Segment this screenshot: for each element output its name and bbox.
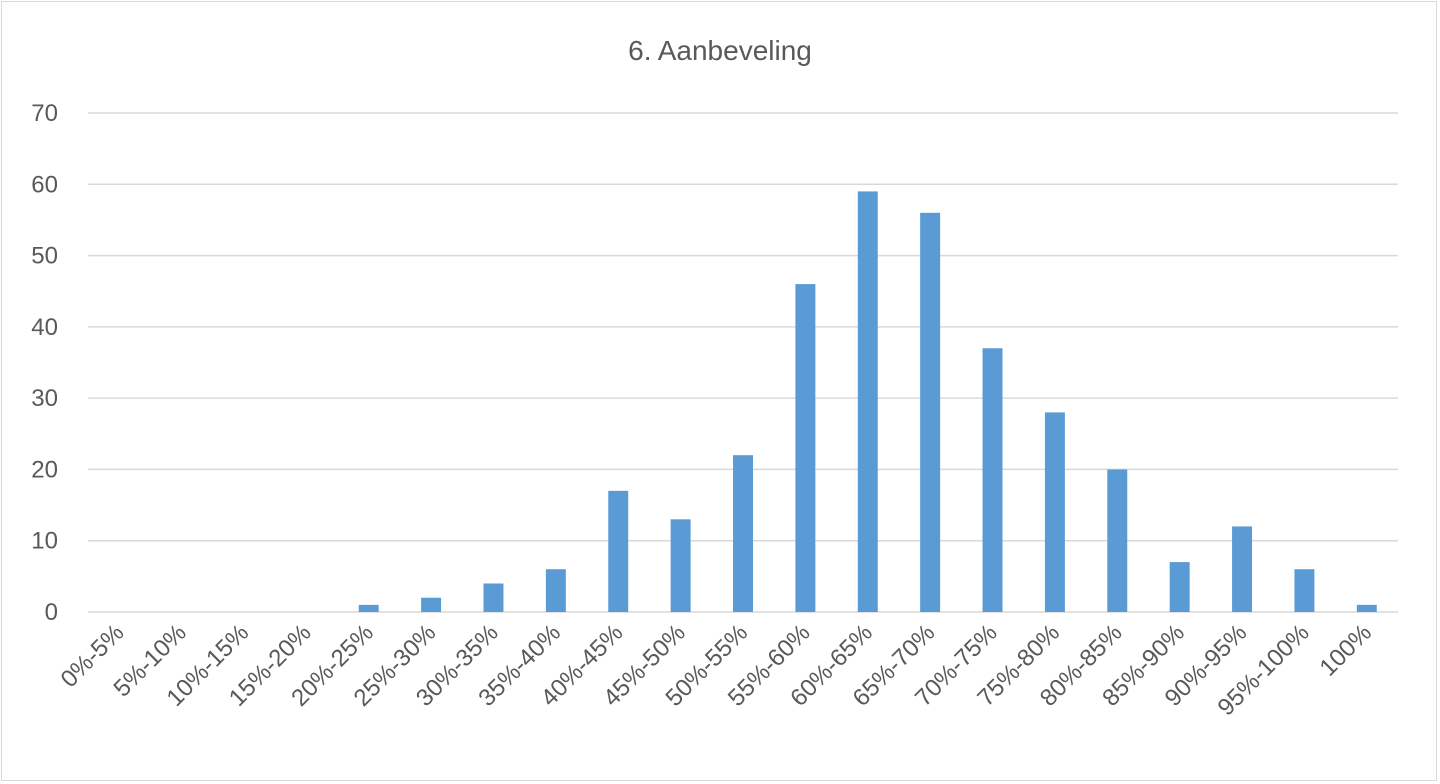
bar — [545, 569, 566, 612]
x-tick-label: 100% — [1315, 619, 1378, 682]
bar — [1356, 604, 1377, 612]
bar — [421, 597, 442, 612]
bar — [795, 284, 816, 612]
bars — [358, 191, 1377, 613]
y-tick-label: 50 — [31, 243, 58, 270]
bar — [1044, 412, 1065, 612]
bar — [1169, 562, 1190, 612]
bar — [483, 583, 504, 612]
y-tick-label: 20 — [31, 456, 58, 483]
bar — [608, 490, 629, 612]
y-tick-label: 30 — [31, 385, 58, 412]
y-tick-label: 10 — [31, 528, 58, 555]
bar — [1294, 569, 1315, 612]
chart-title: 6. Aanbeveling — [628, 35, 812, 66]
bar — [1232, 526, 1253, 612]
bar — [733, 455, 753, 612]
y-tick-label: 40 — [31, 314, 58, 341]
bar — [920, 212, 941, 613]
bar — [670, 519, 691, 612]
bar — [857, 191, 878, 612]
x-axis-ticks: 0%-5%5%-10%10%-15%15%-20%20%-25%25%-30%3… — [56, 619, 1377, 721]
bar — [358, 604, 379, 612]
y-tick-label: 0 — [45, 599, 58, 626]
y-tick-label: 70 — [31, 100, 58, 127]
bar — [1107, 469, 1128, 612]
y-axis-ticks: 0 10 20 30 40 50 60 70 — [31, 100, 58, 626]
y-tick-label: 60 — [31, 171, 58, 198]
bar — [982, 348, 1003, 612]
